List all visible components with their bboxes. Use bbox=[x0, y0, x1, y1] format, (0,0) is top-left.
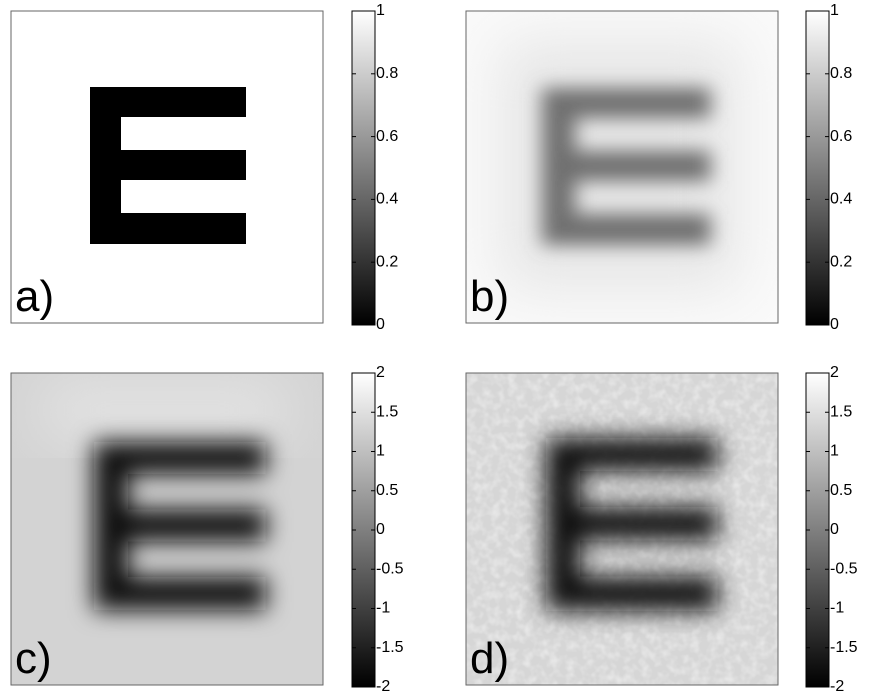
panel-label: d) bbox=[470, 634, 509, 683]
tick-label: 2 bbox=[830, 364, 839, 381]
tick-label: 0 bbox=[830, 316, 839, 333]
tick-label: -2 bbox=[376, 678, 390, 695]
tick-label: -2 bbox=[830, 678, 844, 695]
colorbar bbox=[806, 11, 829, 325]
tick-label: 1 bbox=[376, 2, 385, 19]
panel-label: b) bbox=[470, 272, 509, 321]
tick-label: 1 bbox=[830, 443, 839, 460]
tick-label: 0.6 bbox=[376, 128, 398, 145]
tick-label: 1.5 bbox=[376, 403, 398, 420]
tick-label: 0 bbox=[830, 521, 839, 538]
tick-label: 0 bbox=[376, 316, 385, 333]
tick-label: 0.4 bbox=[830, 191, 852, 208]
tick-label: 0.2 bbox=[376, 253, 398, 270]
image-b bbox=[466, 11, 778, 323]
tick-label: 1 bbox=[830, 2, 839, 19]
tick-label: 1.5 bbox=[830, 403, 852, 420]
tick-label: 0.6 bbox=[830, 128, 852, 145]
panel-label: c) bbox=[15, 634, 52, 683]
tick-label: 0.8 bbox=[830, 65, 852, 82]
tick-label: 0.4 bbox=[376, 191, 398, 208]
tick-label: -1.5 bbox=[830, 639, 858, 656]
image-d bbox=[466, 373, 778, 685]
tick-label: 0 bbox=[376, 521, 385, 538]
figure: a) 0 0.2 0.4 0.6 0.8 1 b) 0 0.2 0.4 0.6 0.8 1 c) -2 -1.5… bbox=[0, 0, 873, 696]
tick-label: 0.2 bbox=[830, 253, 852, 270]
image-a bbox=[11, 11, 323, 323]
image-c bbox=[11, 373, 323, 685]
tick-label: 0.5 bbox=[376, 482, 398, 499]
panel-label: a) bbox=[15, 272, 54, 321]
tick-label: 0.8 bbox=[376, 65, 398, 82]
tick-label: -1 bbox=[830, 600, 844, 617]
tick-label: -0.5 bbox=[376, 560, 404, 577]
tick-label: -1 bbox=[376, 600, 390, 617]
tick-label: 0.5 bbox=[830, 482, 852, 499]
tick-label: 2 bbox=[376, 364, 385, 381]
colorbar bbox=[352, 11, 375, 325]
tick-label: -0.5 bbox=[830, 560, 858, 577]
tick-label: 1 bbox=[376, 443, 385, 460]
tick-label: -1.5 bbox=[376, 639, 404, 656]
